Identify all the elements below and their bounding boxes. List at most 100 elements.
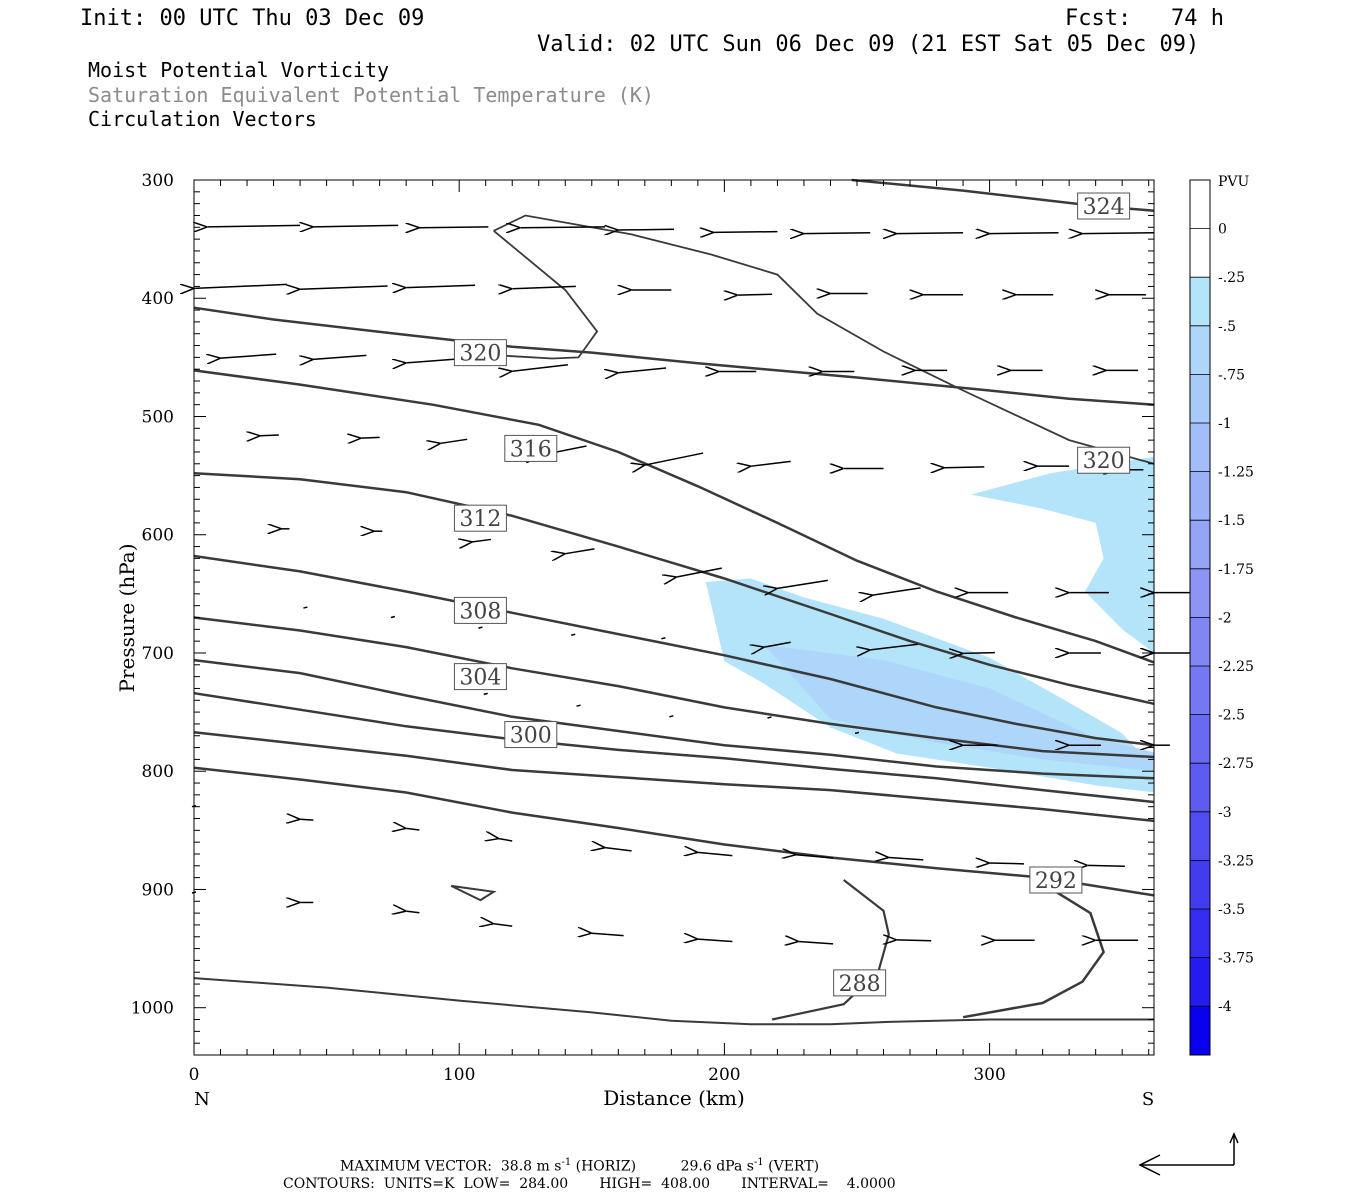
circulation-vector [764, 641, 791, 647]
colorbar-label: -1 [1218, 416, 1232, 432]
circulation-vector [194, 284, 287, 288]
field-title-theta: Saturation Equivalent Potential Temperat… [88, 83, 654, 107]
colorbar-label: -.5 [1218, 319, 1236, 335]
colorbar-label: -4 [1218, 999, 1232, 1015]
colorbar-swatch [1190, 860, 1210, 909]
theta-contour-line [193, 306, 1155, 406]
north-label: N [194, 1089, 210, 1110]
contour-label-box [453, 663, 507, 691]
x-tick-label: 300 [973, 1065, 1005, 1085]
contour-label-box [1029, 866, 1083, 894]
horiz-unit: (HORIZ) [575, 1158, 637, 1175]
mpv-region-core [764, 644, 1154, 772]
theta-contour-line [493, 214, 1155, 465]
circulation-vector [494, 924, 513, 926]
contour-label-box [833, 969, 887, 997]
circulation-vector [889, 858, 924, 860]
max-horiz-value: 38.8 m s [500, 1158, 562, 1175]
theta-contour-line [193, 730, 1155, 823]
circulation-vector [944, 467, 985, 468]
field-title-vectors: Circulation Vectors [88, 107, 317, 131]
horiz-exponent: -1 [561, 1157, 572, 1168]
circulation-vector [854, 731, 860, 735]
circulation-vector [576, 704, 581, 707]
circulation-vector [990, 863, 1025, 864]
contour-label-box [1077, 446, 1131, 474]
y-tick-label: 300 [142, 171, 174, 191]
y-tick-label: 800 [142, 762, 174, 782]
contour-label: 324 [1083, 195, 1125, 220]
colorbar-label: -3.25 [1218, 853, 1254, 869]
circulation-vector [963, 653, 995, 654]
circulation-vector [483, 692, 488, 696]
circulation-vector [645, 452, 704, 465]
field-title-mpv: Moist Potential Vorticity [88, 58, 390, 82]
circulation-vector [499, 839, 513, 841]
contour-label: 312 [459, 507, 501, 532]
theta-contour-line [193, 554, 1155, 747]
colorbar-frame [1189, 179, 1211, 1056]
circulation-vector [571, 633, 576, 636]
circulation-vector [303, 606, 308, 609]
circulation-vector [390, 615, 396, 619]
contour-label: 316 [510, 437, 552, 462]
colorbar-swatch [1190, 423, 1210, 472]
max-vector-label: MAXIMUM VECTOR: [340, 1158, 492, 1175]
circulation-vector [441, 438, 468, 443]
reference-vector [1138, 1132, 1239, 1176]
x-axis-label: Distance (km) [603, 1086, 745, 1110]
theta-contour-line [962, 890, 1105, 1019]
theta-contour-line [193, 766, 1155, 897]
circulation-vector [698, 852, 733, 855]
y-tick-label: 500 [142, 407, 174, 427]
y-tick-label: 900 [142, 880, 174, 900]
axes: 0 100 200 300 300 400 500 600 700 800 900 1000 [131, 171, 1154, 1085]
circulation-vector [406, 285, 476, 287]
colorbar-label: -3.5 [1218, 902, 1245, 918]
theta-contour-line [450, 884, 497, 902]
circulation-vector [520, 227, 606, 228]
theta-contour-line [193, 977, 1154, 1026]
contour-label: 292 [1035, 869, 1077, 894]
circulation-vector [605, 848, 632, 851]
circulation-vector [260, 435, 279, 436]
circulation-vector [419, 227, 489, 228]
colorbar-label: -3.75 [1218, 951, 1254, 967]
circulation-vector [300, 286, 388, 289]
theta-contour-line [193, 369, 1155, 664]
circulation-vector [512, 364, 569, 371]
circulation-vector [1088, 865, 1125, 866]
colorbar-swatch [1190, 666, 1210, 715]
colorbar-swatch [1190, 228, 1210, 278]
circulation-vector [300, 819, 314, 820]
colorbar-label: -3 [1218, 805, 1232, 821]
colorbar-swatch [1190, 471, 1210, 521]
plot-frame [193, 179, 1155, 1056]
theta-contour-line [193, 658, 1155, 780]
colorbar-label: -2 [1218, 610, 1232, 626]
contour-label-box [453, 504, 507, 532]
south-label: S [1142, 1089, 1154, 1110]
circulation-vectors [192, 225, 1194, 944]
forecast-hour: Fcst: 74 h [1065, 6, 1224, 31]
colorbar-swatch [1190, 763, 1210, 812]
contour-labels: 324 320 320 316 312 308 304 300 292 288 [453, 192, 1131, 997]
colorbar-label: -.25 [1218, 270, 1245, 286]
valid-time: Valid: 02 UTC Sun 06 Dec 09 (21 EST Sat … [537, 32, 1200, 57]
circulation-vector [796, 855, 834, 858]
max-vert-value: 29.6 dPa s [680, 1158, 754, 1175]
x-tick-label: 200 [708, 1065, 740, 1085]
colorbar-swatch [1190, 714, 1210, 764]
y-axis-label: Pressure (hPa) [115, 544, 139, 693]
circulation-vector [870, 643, 919, 650]
colorbar-label: -2.25 [1218, 659, 1254, 675]
contour-label: 300 [510, 724, 552, 749]
colorbar-swatch [1190, 325, 1210, 375]
theta-contour-line [771, 879, 890, 1021]
circulation-vector [313, 354, 367, 359]
circulation-vector [897, 940, 932, 941]
circulation-vector [1082, 233, 1155, 234]
circulation-vector [751, 460, 791, 466]
contour-label: 308 [459, 599, 501, 624]
